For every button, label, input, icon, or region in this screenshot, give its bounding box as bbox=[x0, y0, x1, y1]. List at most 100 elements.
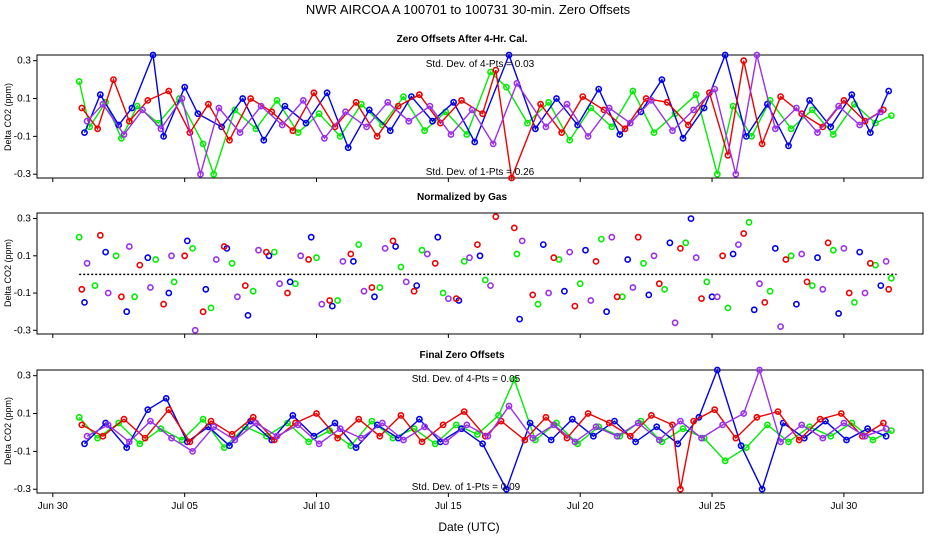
data-point-purple bbox=[339, 257, 347, 265]
data-point-red bbox=[777, 93, 784, 100]
data-point-purple bbox=[756, 280, 763, 288]
data-point-purple bbox=[197, 170, 204, 178]
data-point-red bbox=[284, 289, 291, 297]
data-point-green bbox=[152, 256, 160, 263]
data-point-blue bbox=[479, 440, 486, 448]
data-point-blue bbox=[848, 91, 856, 99]
data-point-blue bbox=[81, 440, 88, 448]
data-point-blue bbox=[595, 85, 603, 93]
x-tick-label: Jul 10 bbox=[303, 501, 330, 512]
data-point-purple bbox=[83, 117, 91, 125]
data-point-purple bbox=[423, 250, 431, 258]
data-point-purple bbox=[421, 423, 428, 431]
data-point-red bbox=[120, 415, 128, 423]
x-ticks bbox=[52, 334, 845, 338]
data-point-purple bbox=[740, 410, 748, 417]
data-point-red bbox=[479, 110, 486, 118]
y-axis-label: Delta CO2 (ppm) bbox=[3, 397, 13, 465]
data-point-purple bbox=[840, 244, 848, 252]
data-point-purple bbox=[125, 243, 133, 250]
data-point-green bbox=[766, 287, 774, 295]
data-point-green bbox=[421, 127, 428, 135]
data-point-blue bbox=[123, 444, 131, 451]
data-point-blue bbox=[806, 97, 813, 104]
stddev-4pts-note: Std. Dev. of 4-Pts = 0.03 bbox=[426, 59, 535, 70]
data-point-blue bbox=[624, 256, 632, 263]
data-point-green bbox=[808, 106, 816, 114]
data-point-red bbox=[711, 406, 719, 414]
data-point-purple bbox=[405, 117, 413, 125]
data-point-purple bbox=[671, 319, 679, 327]
data-point-red bbox=[706, 89, 713, 97]
data-point-red bbox=[78, 285, 86, 293]
data-point-purple bbox=[357, 434, 365, 442]
panel-final-zero-offsets: Final Zero Offsets Delta CO2 (ppm) 0.30.… bbox=[3, 350, 924, 512]
data-point-purple bbox=[384, 98, 392, 106]
panel-title: Normalized by Gas bbox=[417, 192, 507, 203]
data-point-purple bbox=[231, 436, 239, 444]
data-point-blue bbox=[758, 485, 766, 493]
data-point-red bbox=[460, 408, 468, 415]
data-point-purple bbox=[104, 421, 112, 429]
data-point-green bbox=[713, 170, 721, 178]
data-point-blue bbox=[616, 131, 624, 138]
data-point-purple bbox=[732, 170, 740, 178]
data-point-green bbox=[597, 235, 605, 243]
data-point-red bbox=[125, 117, 133, 125]
data-point-blue bbox=[458, 425, 465, 433]
data-point-green bbox=[502, 83, 510, 91]
data-point-green bbox=[724, 304, 732, 312]
data-point-green bbox=[785, 438, 792, 446]
data-point-green bbox=[136, 440, 144, 448]
y-tick-label: -0.1 bbox=[14, 131, 32, 142]
data-point-red bbox=[334, 434, 341, 442]
data-point-blue bbox=[260, 136, 268, 144]
data-point-blue bbox=[742, 132, 750, 140]
data-point-red bbox=[305, 256, 312, 263]
data-point-purple bbox=[756, 366, 763, 374]
data-point-purple bbox=[711, 85, 719, 93]
data-point-green bbox=[189, 244, 196, 252]
data-point-red bbox=[310, 89, 318, 97]
data-point-green bbox=[679, 425, 687, 433]
data-point-green bbox=[495, 411, 502, 419]
data-point-purple bbox=[835, 102, 842, 110]
data-point-red bbox=[558, 129, 566, 136]
data-point-purple bbox=[861, 289, 869, 297]
data-point-purple bbox=[297, 252, 305, 260]
data-point-blue bbox=[202, 285, 210, 293]
x-tick-label: Jul 25 bbox=[699, 501, 726, 512]
data-point-green bbox=[334, 297, 341, 304]
x-ticks: Jun 30 Jul 05 Jul 10 Jul 15 Jul 20 Jul 25 Jul … bbox=[38, 493, 858, 512]
data-point-red bbox=[542, 413, 550, 421]
data-point-purple bbox=[402, 278, 410, 286]
data-point-red bbox=[655, 280, 663, 288]
data-point-green bbox=[555, 256, 563, 263]
data-point-blue bbox=[708, 293, 716, 301]
data-point-red bbox=[626, 432, 634, 440]
data-point-purple bbox=[299, 97, 307, 104]
data-point-purple bbox=[777, 323, 784, 330]
plot-frame bbox=[36, 54, 924, 179]
data-point-red bbox=[732, 434, 740, 442]
data-point-green bbox=[115, 419, 123, 427]
data-point-blue bbox=[281, 102, 289, 110]
data-point-red bbox=[571, 302, 579, 310]
data-point-blue bbox=[289, 411, 297, 419]
data-point-purple bbox=[447, 131, 455, 138]
data-point-purple bbox=[545, 289, 552, 297]
data-point-purple bbox=[463, 421, 471, 429]
data-point-green bbox=[231, 106, 239, 114]
data-point-green bbox=[376, 284, 384, 291]
y-tick-label: 0.1 bbox=[17, 409, 31, 420]
data-marks bbox=[75, 213, 897, 334]
data-point-green bbox=[510, 376, 518, 383]
data-point-blue bbox=[392, 243, 399, 250]
data-point-purple bbox=[650, 252, 658, 260]
data-point-purple bbox=[777, 438, 784, 446]
data-point-purple bbox=[690, 106, 697, 114]
data-point-purple bbox=[605, 104, 613, 112]
data-point-red bbox=[803, 278, 811, 286]
x-tick-label: Jul 20 bbox=[567, 501, 594, 512]
data-point-purple bbox=[342, 108, 349, 116]
